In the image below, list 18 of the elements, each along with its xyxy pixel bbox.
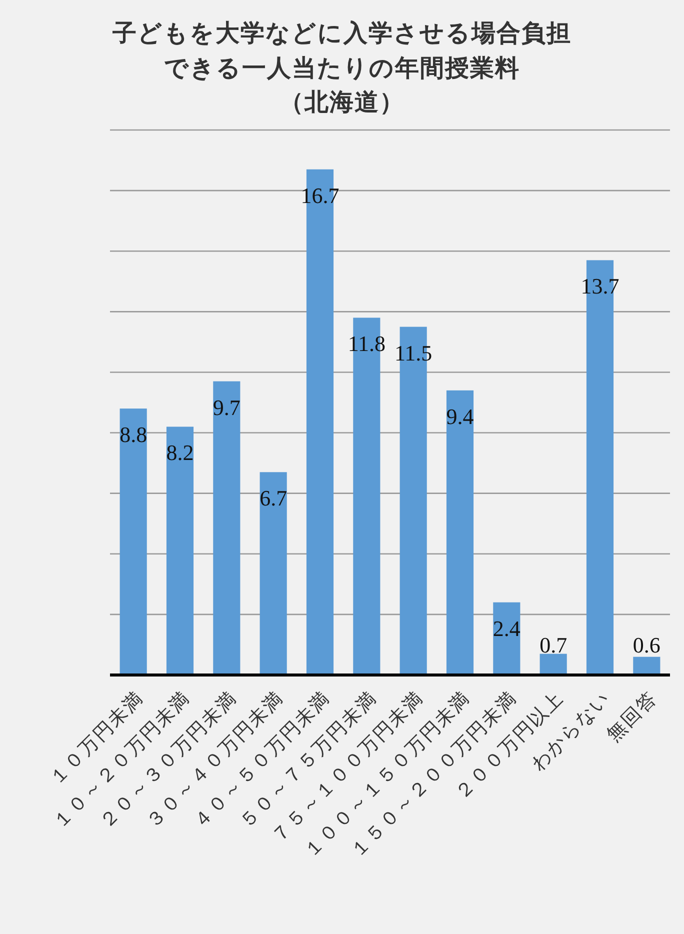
bar [633, 656, 660, 675]
bar [446, 390, 474, 675]
data-label: 0.7 [540, 632, 568, 658]
bar [166, 426, 194, 675]
data-label: 6.7 [260, 486, 288, 511]
bar [260, 472, 287, 675]
data-label: 2.4 [492, 616, 520, 641]
bar [540, 654, 567, 675]
bar [213, 381, 240, 675]
data-label: 9.4 [446, 404, 474, 429]
data-label: 0.6 [632, 632, 660, 658]
bar [120, 408, 147, 675]
data-label: 9.7 [212, 394, 240, 420]
data-label: 8.2 [166, 440, 194, 466]
chart-subtitle: （北海道） [278, 87, 406, 118]
data-label: 8.8 [120, 422, 148, 448]
bar [493, 602, 520, 675]
chart-title: 子どもを大学などに入学させる場合負担できる一人当たりの年間授業料 [112, 18, 572, 84]
